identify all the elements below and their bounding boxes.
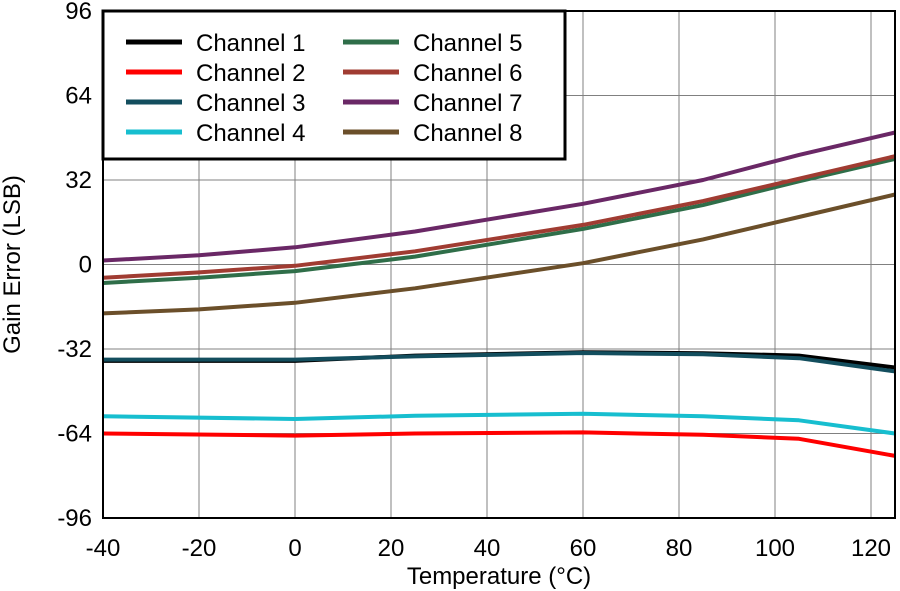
legend-label-channel-7: Channel 7 [413,90,522,117]
series-lines [102,130,896,458]
series-line-channel-2 [102,430,896,458]
x-tick-label: 20 [378,535,405,562]
legend-label-channel-4: Channel 4 [196,120,305,147]
legend-label-channel-6: Channel 6 [413,60,522,87]
legend-label-channel-1: Channel 1 [196,30,305,57]
x-tick-label: 0 [288,535,301,562]
y-tick-label: 64 [65,83,92,110]
x-axis-title: Temperature (°C) [407,563,591,590]
y-tick-label: -32 [57,336,92,363]
x-tick-label: 120 [851,535,891,562]
y-tick-label: -96 [57,505,92,532]
tick-labels: -40 -20 0 20 40 60 80 100 120 96 64 32 0 -32 -64 -96 [57,0,891,562]
y-tick-label: 0 [79,252,92,279]
x-tick-label: 80 [666,535,693,562]
x-tick-label: -40 [86,535,121,562]
y-axis-title: Gain Error (LSB) [0,175,26,354]
series-line-channel-4 [102,411,896,436]
legend-label-channel-5: Channel 5 [413,30,522,57]
legend-label-channel-2: Channel 2 [196,60,305,87]
legend-label-channel-8: Channel 8 [413,120,522,147]
series-line-channel-8 [102,192,896,316]
series-line-channel-6 [102,154,896,280]
x-tick-label: -20 [182,535,217,562]
y-tick-label: -64 [57,421,92,448]
series-line-channel-5 [102,156,896,285]
x-tick-label: 40 [474,535,501,562]
legend-label-channel-3: Channel 3 [196,90,305,117]
legend: Channel 1 Channel 2 Channel 3 Channel 4 Chan… [101,9,567,161]
y-tick-label: 96 [65,0,92,25]
y-tick-label: 32 [65,167,92,194]
x-tick-label: 100 [755,535,795,562]
x-tick-label: 60 [570,535,597,562]
series-line-channel-7 [102,130,896,263]
series-line-channel-3 [103,351,896,374]
